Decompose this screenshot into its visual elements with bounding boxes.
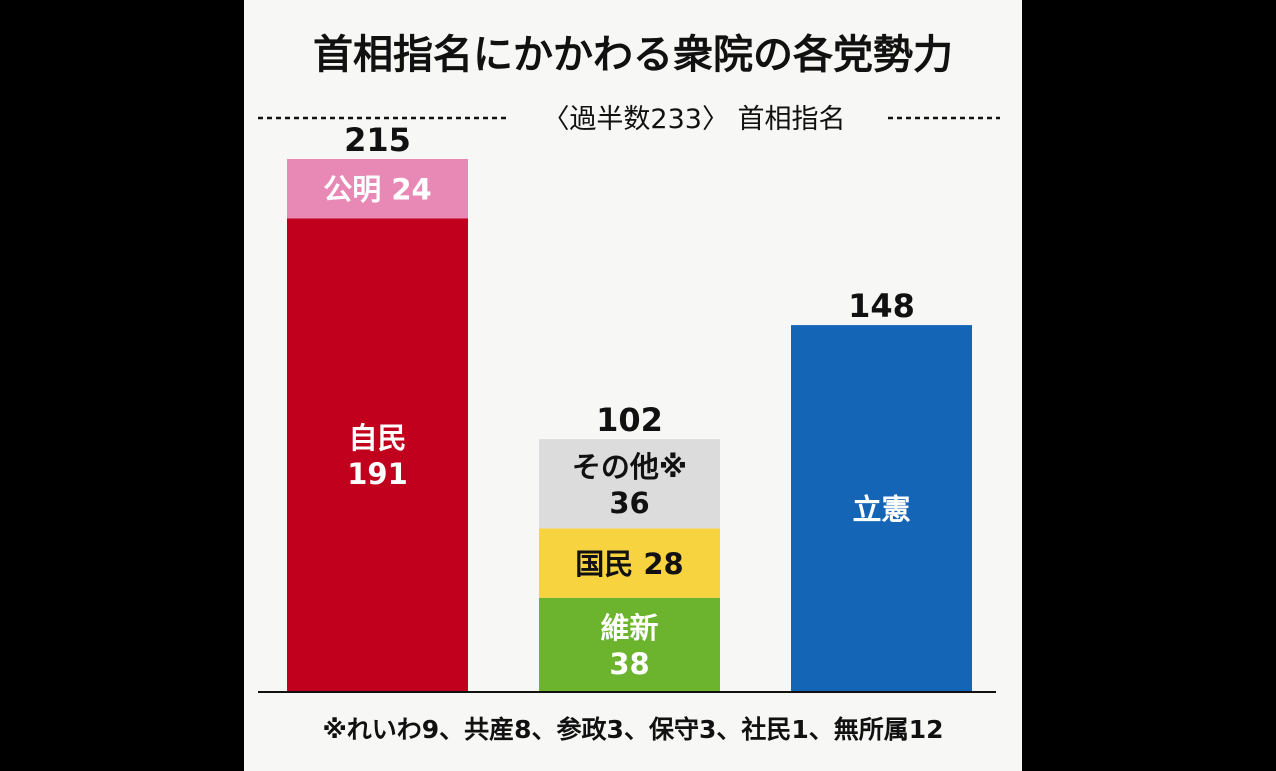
segment-label: 維新 [600, 611, 658, 645]
bar-segment [539, 439, 720, 529]
segment-label: 立憲 [852, 493, 910, 527]
segment-label: その他※ [572, 450, 687, 484]
chart-subtitle: 〈過半数233〉 首相指名 [542, 104, 845, 135]
bar-segment [539, 597, 720, 692]
segment-label: 国民 28 [575, 547, 683, 581]
bar-segment [791, 325, 972, 692]
segment-label: 38 [609, 647, 649, 681]
bar-total-label: 102 [596, 401, 663, 439]
segment-label: 191 [347, 457, 408, 491]
footnote: ※れいわ9、共産8、参政3、保守3、社民1、無所属12 [322, 715, 943, 744]
bar-total-label: 215 [344, 121, 411, 159]
chart-title: 首相指名にかかわる衆院の各党勢力 [313, 32, 953, 78]
chart-panel: 首相指名にかかわる衆院の各党勢力 〈過半数233〉 首相指名 自民 191 公明 2… [244, 0, 1022, 771]
segment-label: 自民 [348, 421, 406, 455]
bar-segment [539, 528, 720, 598]
bar-total-label: 148 [848, 287, 915, 325]
segment-label: 公明 24 [323, 173, 431, 207]
bar-segment [287, 218, 468, 692]
bar-segment [287, 159, 468, 219]
segment-label: 36 [609, 486, 649, 520]
